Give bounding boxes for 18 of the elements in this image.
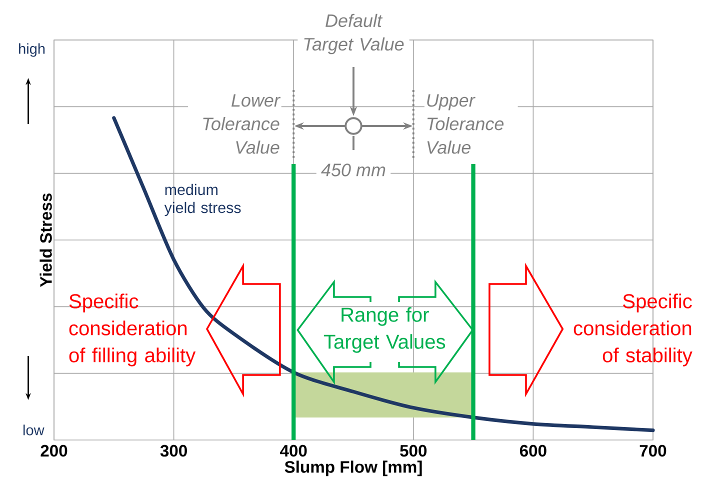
x-tick-label: 300 bbox=[160, 444, 187, 457]
x-tick-label: 400 bbox=[280, 444, 307, 457]
x-tick-label: 600 bbox=[520, 444, 546, 457]
text: Default Target Value bbox=[304, 14, 404, 54]
annotation: Specific consideration of stability bbox=[574, 294, 692, 366]
series-label: medium yield stress bbox=[164, 184, 241, 216]
x-tick-label: 500 bbox=[400, 444, 427, 457]
ref-line-label: Lower Tolerance Value bbox=[203, 94, 281, 154]
text: low bbox=[23, 424, 44, 436]
text: high bbox=[19, 43, 45, 57]
ref-line-label: Upper Tolerance Value bbox=[427, 94, 504, 154]
y-axis-title: Yield Stress bbox=[40, 193, 52, 287]
x-axis-title: Slump Flow [mm] bbox=[284, 460, 422, 476]
annotation: 450 mm bbox=[321, 164, 386, 176]
x-tick-label: 700 bbox=[640, 444, 666, 457]
annotation: Range for Target Values bbox=[324, 307, 446, 353]
x-tick-label: 200 bbox=[40, 444, 68, 457]
annotation: Specific consideration of filling ability bbox=[69, 294, 196, 366]
